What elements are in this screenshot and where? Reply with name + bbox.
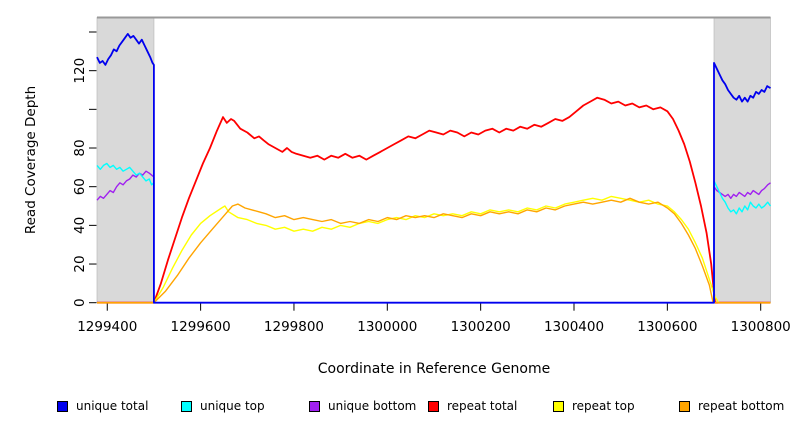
y-axis-title: Read Coverage Depth xyxy=(23,85,39,235)
series-unique-bottom xyxy=(96,170,771,304)
x-axis-title: Coordinate in Reference Genome xyxy=(317,361,551,377)
x-tick-label: 1300800 xyxy=(731,319,791,335)
y-tick-label: 80 xyxy=(72,139,88,156)
x-tick-label: 1299400 xyxy=(77,319,137,335)
series-unique-top xyxy=(96,162,772,304)
series-unique-total xyxy=(96,33,771,304)
x-tick-label: 1299600 xyxy=(171,319,231,335)
x-tick-label: 1300200 xyxy=(451,319,511,335)
y-tick-label: 20 xyxy=(72,255,88,272)
x-tick-label: 1299800 xyxy=(264,319,324,335)
x-tick-label: 1300600 xyxy=(637,319,697,335)
x-tick-label: 1300400 xyxy=(544,319,604,335)
shaded-region xyxy=(713,17,771,304)
series-repeat-top xyxy=(97,195,771,304)
y-tick-label: 120 xyxy=(72,58,88,84)
shaded-region xyxy=(96,17,155,304)
y-tick-label: 60 xyxy=(72,178,88,195)
y-tick-label: 0 xyxy=(72,298,88,307)
series-repeat-bottom xyxy=(97,197,771,304)
series-repeat-total xyxy=(97,96,771,304)
x-tick-label: 1300000 xyxy=(357,319,417,335)
y-tick-label: 40 xyxy=(72,217,88,234)
